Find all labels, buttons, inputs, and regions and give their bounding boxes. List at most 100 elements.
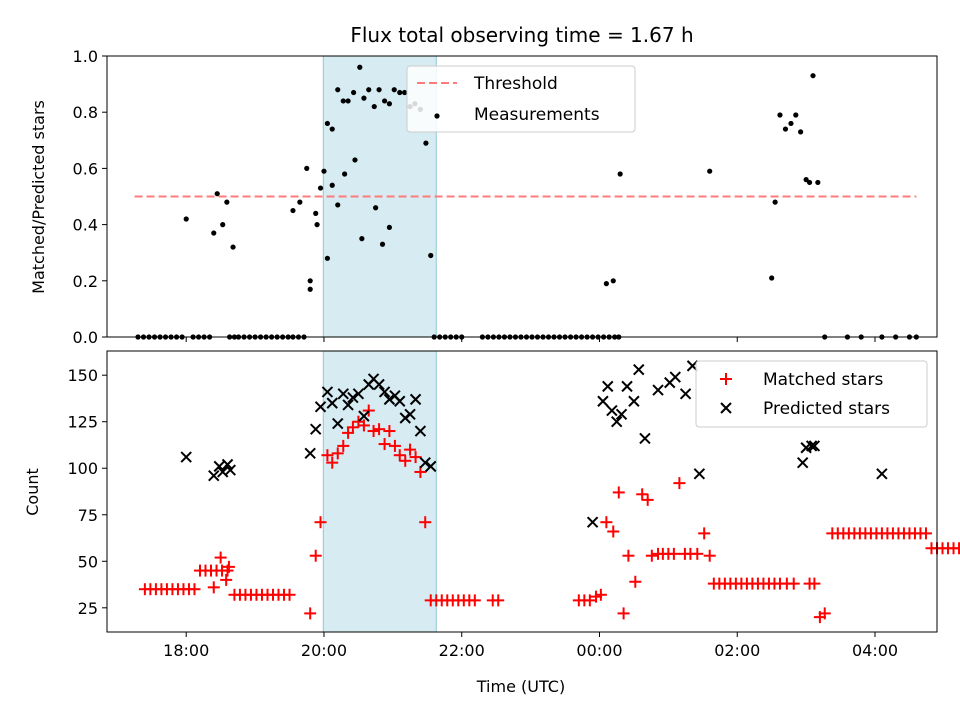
- measurement-point: [211, 230, 217, 236]
- measurement-point: [371, 103, 377, 110]
- predicted-star-point: [180, 451, 192, 463]
- x-tick-label: 20:00: [301, 641, 347, 660]
- matched-star-point: [331, 447, 344, 460]
- predicted-star-point: [224, 464, 237, 476]
- matched-star-point: [645, 549, 658, 562]
- matched-star-point: [283, 588, 296, 601]
- legend-predicted-label: Predicted stars: [763, 399, 890, 419]
- matched-star-point: [220, 573, 233, 586]
- matched-star-point: [636, 488, 649, 501]
- predicted-star-point: [808, 440, 821, 452]
- matched-star-point: [468, 594, 481, 607]
- predicted-star-point: [633, 363, 645, 376]
- predicted-star-point: [639, 432, 651, 445]
- top-y-tick-label: 0.0: [73, 328, 98, 347]
- measurement-point: [366, 87, 372, 93]
- predicted-star-point: [615, 408, 628, 420]
- predicted-star-point: [611, 416, 623, 428]
- bottom-series-1: [138, 404, 960, 624]
- matched-star-point: [314, 516, 327, 529]
- top-y-tick-label: 0.6: [73, 159, 98, 178]
- matched-star-point: [207, 581, 220, 594]
- matched-star-point: [326, 456, 339, 469]
- measurement-point: [769, 275, 775, 281]
- matched-star-point: [641, 493, 654, 506]
- predicted-star-point: [378, 386, 391, 398]
- predicted-star-point: [373, 378, 385, 391]
- bottom-panel: 25 50 75 100 125 150 18:00 20:00 22:00 00:00 02:00…: [67, 350, 960, 660]
- measurement-point: [321, 168, 327, 174]
- measurement-point: [401, 89, 408, 96]
- predicted-star-point: [628, 395, 640, 407]
- measurement-point: [350, 89, 357, 96]
- predicted-star-point: [679, 388, 692, 400]
- matched-star-point: [703, 549, 716, 562]
- measurement-point: [290, 207, 296, 214]
- bottom-y-axis-label: Count: [23, 468, 42, 516]
- matched-star-point: [378, 438, 391, 451]
- matched-star-point: [346, 421, 359, 434]
- matched-star-point: [393, 449, 406, 462]
- legend-measurements-label: Measurements: [474, 105, 600, 125]
- matched-star-point: [808, 577, 821, 590]
- matched-star-point: [617, 607, 630, 620]
- measurement-point: [381, 98, 388, 104]
- predicted-star-point: [383, 393, 396, 406]
- top-y-tick-label: 1.0: [73, 47, 98, 66]
- matched-star-point: [373, 423, 386, 436]
- matched-star-point: [188, 583, 201, 596]
- measurement-point: [423, 140, 429, 146]
- predicted-star-point: [602, 380, 614, 393]
- bottom-axes-frame: [106, 350, 938, 633]
- measurement-point: [361, 95, 367, 101]
- predicted-star-point: [409, 393, 422, 406]
- predicted-star-point: [796, 456, 809, 469]
- matched-star-point: [419, 516, 432, 529]
- legend-matched-swatch: [720, 373, 732, 385]
- matched-star-point: [787, 577, 800, 590]
- matched-star-point: [667, 547, 680, 560]
- matched-star-point: [594, 588, 607, 601]
- x-tick-label: 18:00: [163, 641, 209, 660]
- measurement-point: [610, 278, 616, 284]
- matched-star-point: [414, 465, 427, 478]
- matched-star-point: [629, 575, 642, 588]
- predicted-star-point: [597, 395, 609, 407]
- measurement-point: [617, 171, 623, 177]
- measurement-point: [397, 89, 403, 96]
- measurement-point: [335, 87, 341, 93]
- matched-star-point: [357, 419, 370, 432]
- x-tick-label: 00:00: [576, 641, 622, 660]
- measurement-point: [359, 236, 365, 242]
- measurement-point: [352, 157, 358, 163]
- bottom-y-tick-label: 100: [67, 459, 98, 478]
- bottom-y-tick-label: 75: [78, 506, 98, 525]
- legend-threshold-label: Threshold: [473, 74, 558, 94]
- x-axis-label: Time (UTC): [476, 677, 565, 696]
- predicted-star-point: [326, 397, 338, 409]
- measurement-point: [324, 120, 331, 127]
- matched-star-point: [367, 425, 380, 438]
- measurement-point: [313, 210, 319, 216]
- matched-star-point: [222, 560, 235, 573]
- legend-measurements-swatch: [434, 113, 440, 119]
- measurement-point: [297, 199, 303, 205]
- top-axes-frame: [106, 55, 938, 338]
- predicted-star-point: [693, 468, 706, 480]
- measurement-point: [806, 179, 813, 186]
- matched-star-point: [337, 439, 350, 452]
- top-y-tick-label: 0.2: [73, 272, 98, 291]
- predicted-star-point: [419, 456, 431, 469]
- measurement-point: [391, 87, 397, 93]
- predicted-star-point: [332, 417, 344, 430]
- predicted-star-point: [425, 460, 437, 473]
- measurement-point: [314, 222, 320, 228]
- bottom-y-tick-label: 125: [67, 413, 98, 432]
- matched-star-point: [388, 439, 401, 452]
- matched-star-point: [919, 527, 932, 540]
- matched-star-point: [409, 451, 422, 464]
- measurement-point: [379, 241, 386, 247]
- matched-star-point: [304, 607, 317, 620]
- measurement-point: [324, 255, 331, 261]
